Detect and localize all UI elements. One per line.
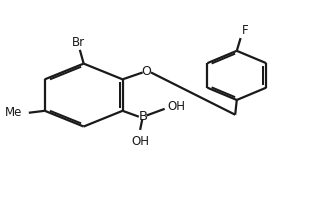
Text: Me: Me bbox=[5, 106, 23, 119]
Text: O: O bbox=[142, 65, 151, 78]
Text: B: B bbox=[139, 110, 148, 123]
Text: F: F bbox=[242, 24, 249, 37]
Text: Br: Br bbox=[72, 36, 85, 49]
Text: OH: OH bbox=[168, 100, 186, 113]
Text: OH: OH bbox=[131, 135, 149, 148]
